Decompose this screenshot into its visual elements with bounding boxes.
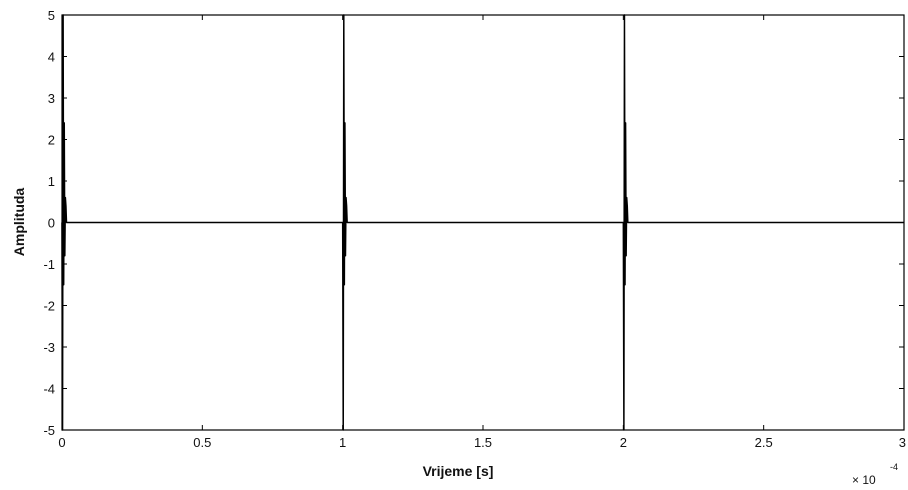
x-multiplier-label: × 10 [852,473,876,487]
series-line [61,14,904,431]
x-tick-label: 0.5 [193,435,211,450]
y-tick-label: -5 [43,423,55,438]
y-tick-label: 1 [48,174,55,189]
y-tick-label: 4 [48,50,55,65]
x-tick-label: 2 [620,435,627,450]
y-tick-label: -4 [43,382,55,397]
x-tick-label: 3 [899,435,906,450]
y-tick-label: 3 [48,91,55,106]
y-tick-label: -1 [43,257,55,272]
x-tick-label: 0 [58,435,65,450]
x-tick-label: 1 [339,435,346,450]
y-tick-label: 2 [48,133,55,148]
y-tick-label: 0 [48,216,55,231]
x-axis-label: Vrijeme [s] [423,463,494,479]
series-layer [61,14,904,431]
x-axis-ticks: 0 0.5 1 1.5 2 2.5 3 [58,15,906,450]
x-tick-label: 1.5 [474,435,492,450]
x-tick-label: 2.5 [755,435,773,450]
y-axis-ticks: -5 -4 -3 -2 -1 0 1 2 3 4 5 [43,8,904,438]
y-tick-label: 5 [48,8,55,23]
y-axis-label: Amplituda [11,188,27,257]
y-tick-label: -3 [43,340,55,355]
y-tick-label: -2 [43,299,55,314]
x-multiplier-exponent: -4 [890,462,898,472]
